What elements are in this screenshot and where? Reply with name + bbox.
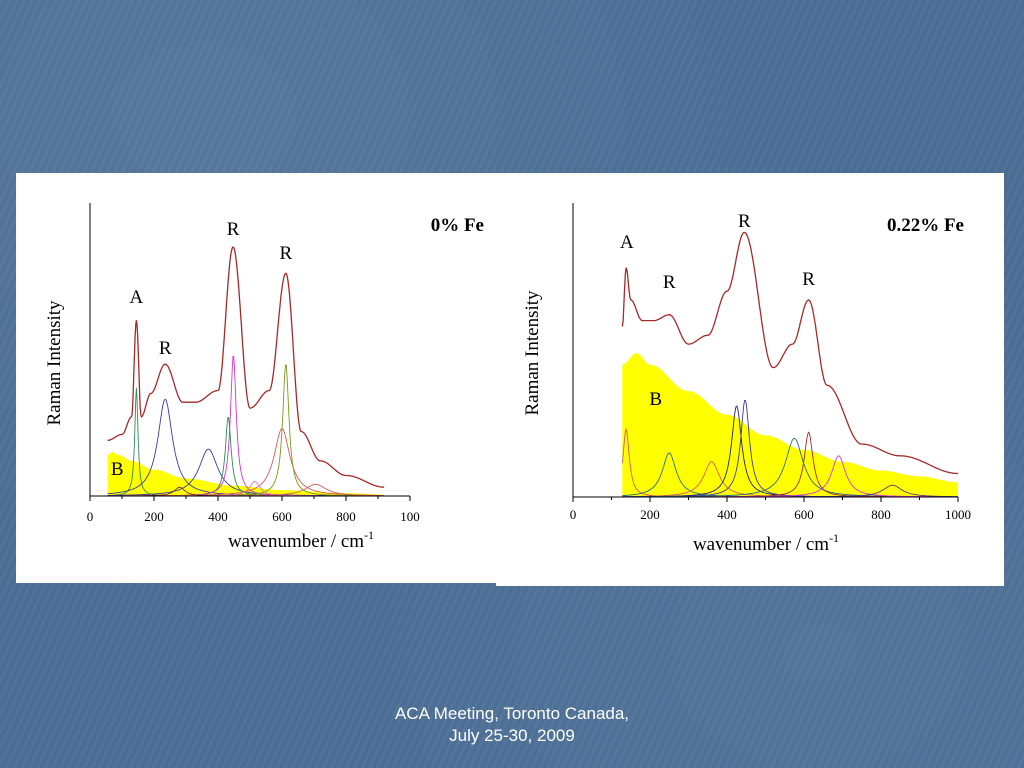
measured-spectrum-line <box>621 231 958 475</box>
y-axis-label: Raman Intensity <box>44 300 65 426</box>
raman-chart-0-fe: 0 200 400 600 800 100 0% Fe wavenumber / cm-1 Ra… <box>44 203 484 552</box>
x-tick-label: 800 <box>871 507 891 522</box>
peak-label: R <box>802 269 815 290</box>
peak-label: R <box>738 211 751 232</box>
x-tick-label: 400 <box>208 509 228 524</box>
x-axis-label: wavenumber / cm-1 <box>693 531 839 555</box>
peak-label: R <box>663 272 676 293</box>
background-fill-b <box>622 353 958 497</box>
raman-chart-022-fe: 0 200 400 600 800 1000 0.22% Fe wavenumber / cm… <box>522 203 971 555</box>
background-fill-b <box>107 452 385 496</box>
measured-spectrum-line <box>107 246 385 488</box>
x-tick-label: 600 <box>794 507 814 522</box>
x-axis-label: wavenumber / cm-1 <box>228 528 374 552</box>
peak-label: A <box>620 232 634 253</box>
footer-line-1: ACA Meeting, Toronto Canada, <box>394 704 630 723</box>
x-axis-label-superscript: -1 <box>364 528 374 542</box>
y-axis-label: Raman Intensity <box>522 290 543 416</box>
x-axis-label-superscript: -1 <box>829 531 839 545</box>
footer-line-2: July 25-30, 2009 <box>449 726 575 745</box>
x-tick-label: 0 <box>87 509 94 524</box>
peak-label: R <box>159 338 172 359</box>
chart-title: 0% Fe <box>431 215 484 236</box>
x-tick-label: 1000 <box>945 507 971 522</box>
chart-panel-022-fe: 0 200 400 600 800 1000 0.22% Fe wavenumber / cm… <box>496 173 1004 586</box>
x-tick-label: 600 <box>272 509 292 524</box>
x-tick-label: 400 <box>717 507 737 522</box>
peak-label: R <box>227 219 240 240</box>
x-tick-label: 200 <box>144 509 164 524</box>
x-tick-label: 800 <box>336 509 356 524</box>
footer-caption: ACA Meeting, Toronto Canada, July 25-30,… <box>312 703 712 747</box>
x-tick-label: 0 <box>570 507 577 522</box>
x-tick-label: 200 <box>640 507 660 522</box>
peak-label: B <box>649 389 662 410</box>
peak-label: B <box>111 459 124 480</box>
peak-label: A <box>130 287 144 308</box>
chart-title: 0.22% Fe <box>887 215 964 236</box>
x-tick-label: 100 <box>400 509 420 524</box>
peak-label: R <box>279 243 292 264</box>
chart-panel-0-fe: 0 200 400 600 800 100 0% Fe wavenumber / cm-1 Ra… <box>16 173 496 583</box>
